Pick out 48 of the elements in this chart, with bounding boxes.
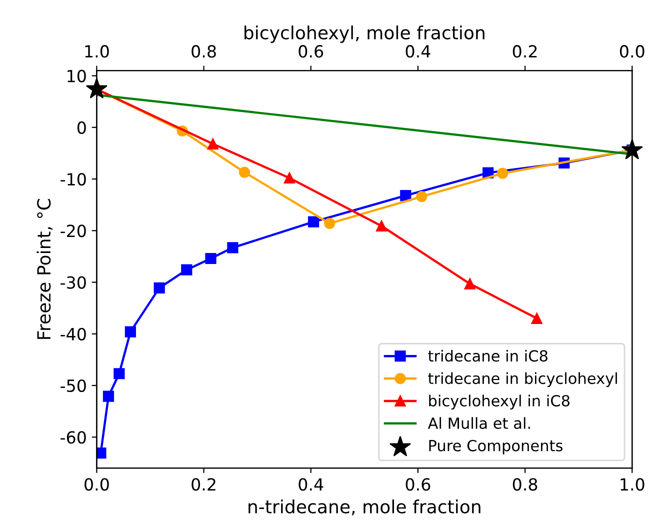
x2-tick-label: 0.2 <box>512 45 537 58</box>
x2-axis-title: bicyclohexyl, mole fraction <box>244 25 484 43</box>
point <box>284 172 296 184</box>
point <box>205 252 216 264</box>
x-tick-label: 0.8 <box>512 478 538 491</box>
x2-tick-label: 0.4 <box>406 45 430 58</box>
legend-label: tridecane in bicyclohexyl <box>428 372 617 388</box>
point <box>96 448 106 459</box>
y-tick-label: -10 <box>60 172 86 186</box>
y-tick-label: -60 <box>60 431 86 444</box>
point <box>324 218 336 229</box>
y-tick-label: 0 <box>77 121 86 134</box>
x-tick-label: 1.0 <box>620 478 644 491</box>
y-tick-label: -50 <box>60 379 86 392</box>
x-tick-label: 0.6 <box>406 478 430 491</box>
point <box>416 191 428 202</box>
x2-tick-label: 0.0 <box>620 45 644 58</box>
point <box>400 190 412 202</box>
x-tick-label: 0.0 <box>84 478 109 491</box>
legend-label: bicyclohexyl in iC8 <box>429 394 570 410</box>
point <box>114 368 125 380</box>
x-tick-label: 0.2 <box>192 478 216 491</box>
point <box>207 138 218 150</box>
point <box>227 242 238 254</box>
y-tick-label: -40 <box>60 328 86 340</box>
x-tick-label: 0.4 <box>298 478 324 491</box>
point <box>531 312 542 324</box>
y-tick-label: -20 <box>60 224 86 238</box>
point <box>102 390 114 402</box>
x-axis-title: n-tridecane, mole fraction <box>248 499 480 516</box>
x2-tick-label: 1.0 <box>85 45 109 58</box>
point <box>181 264 192 276</box>
y-axis-title: Freeze Point, °C <box>36 199 53 339</box>
point <box>376 220 388 232</box>
legend-label: Pure Components <box>429 440 562 454</box>
y-tick-label: -30 <box>60 276 86 289</box>
point <box>238 166 250 178</box>
legend-label: Al Mulla et al. <box>428 417 530 429</box>
y-tick-label: 10 <box>68 70 86 82</box>
point <box>496 168 508 179</box>
point <box>154 282 165 294</box>
point <box>622 139 643 160</box>
point <box>124 326 136 338</box>
x2-tick-label: 0.8 <box>192 45 216 58</box>
legend-label: tridecane in iC8 <box>428 350 548 362</box>
point <box>464 278 476 290</box>
x2-tick-label: 0.6 <box>298 45 324 58</box>
point <box>308 216 320 228</box>
